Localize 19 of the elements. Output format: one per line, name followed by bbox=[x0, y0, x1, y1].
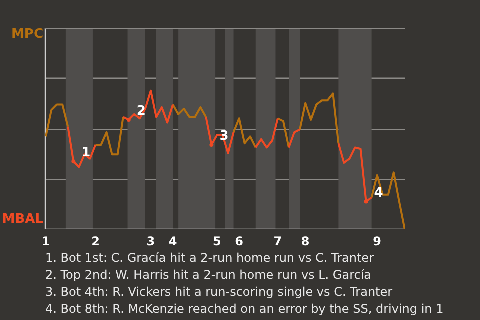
text: 2. Top 2nd: W. Harris hit a 2-run home run vs L. García bbox=[46, 268, 372, 282]
text: MPC bbox=[11, 27, 44, 42]
x-tick-label: 5 bbox=[213, 234, 222, 248]
x-tick-label: 1 bbox=[42, 234, 50, 248]
text: MBAL bbox=[2, 212, 44, 227]
text: 1. Bot 1st: C. Gracía hit a 2-run home run vs C. Tranter bbox=[46, 251, 374, 265]
x-tick-label: 9 bbox=[373, 234, 382, 248]
point bbox=[126, 118, 131, 122]
x-tick-label: 4 bbox=[168, 234, 178, 248]
x-tick-label: 6 bbox=[235, 234, 244, 248]
point bbox=[364, 200, 368, 204]
text: 3. Bot 4th: R. Vickers hit a run-scoring single vs C. Tranter bbox=[46, 285, 393, 299]
x-tick-label: 7 bbox=[274, 234, 282, 248]
x-tick-label: 3 bbox=[146, 234, 156, 248]
text: 4. Bot 8th: R. McKenzie reached on an error by the SS, driving in 1 bbox=[46, 302, 444, 316]
x-tick-label: 2 bbox=[92, 234, 100, 248]
point bbox=[210, 142, 214, 147]
x-tick-label: 8 bbox=[301, 234, 310, 248]
series-label: 4 bbox=[374, 186, 384, 201]
